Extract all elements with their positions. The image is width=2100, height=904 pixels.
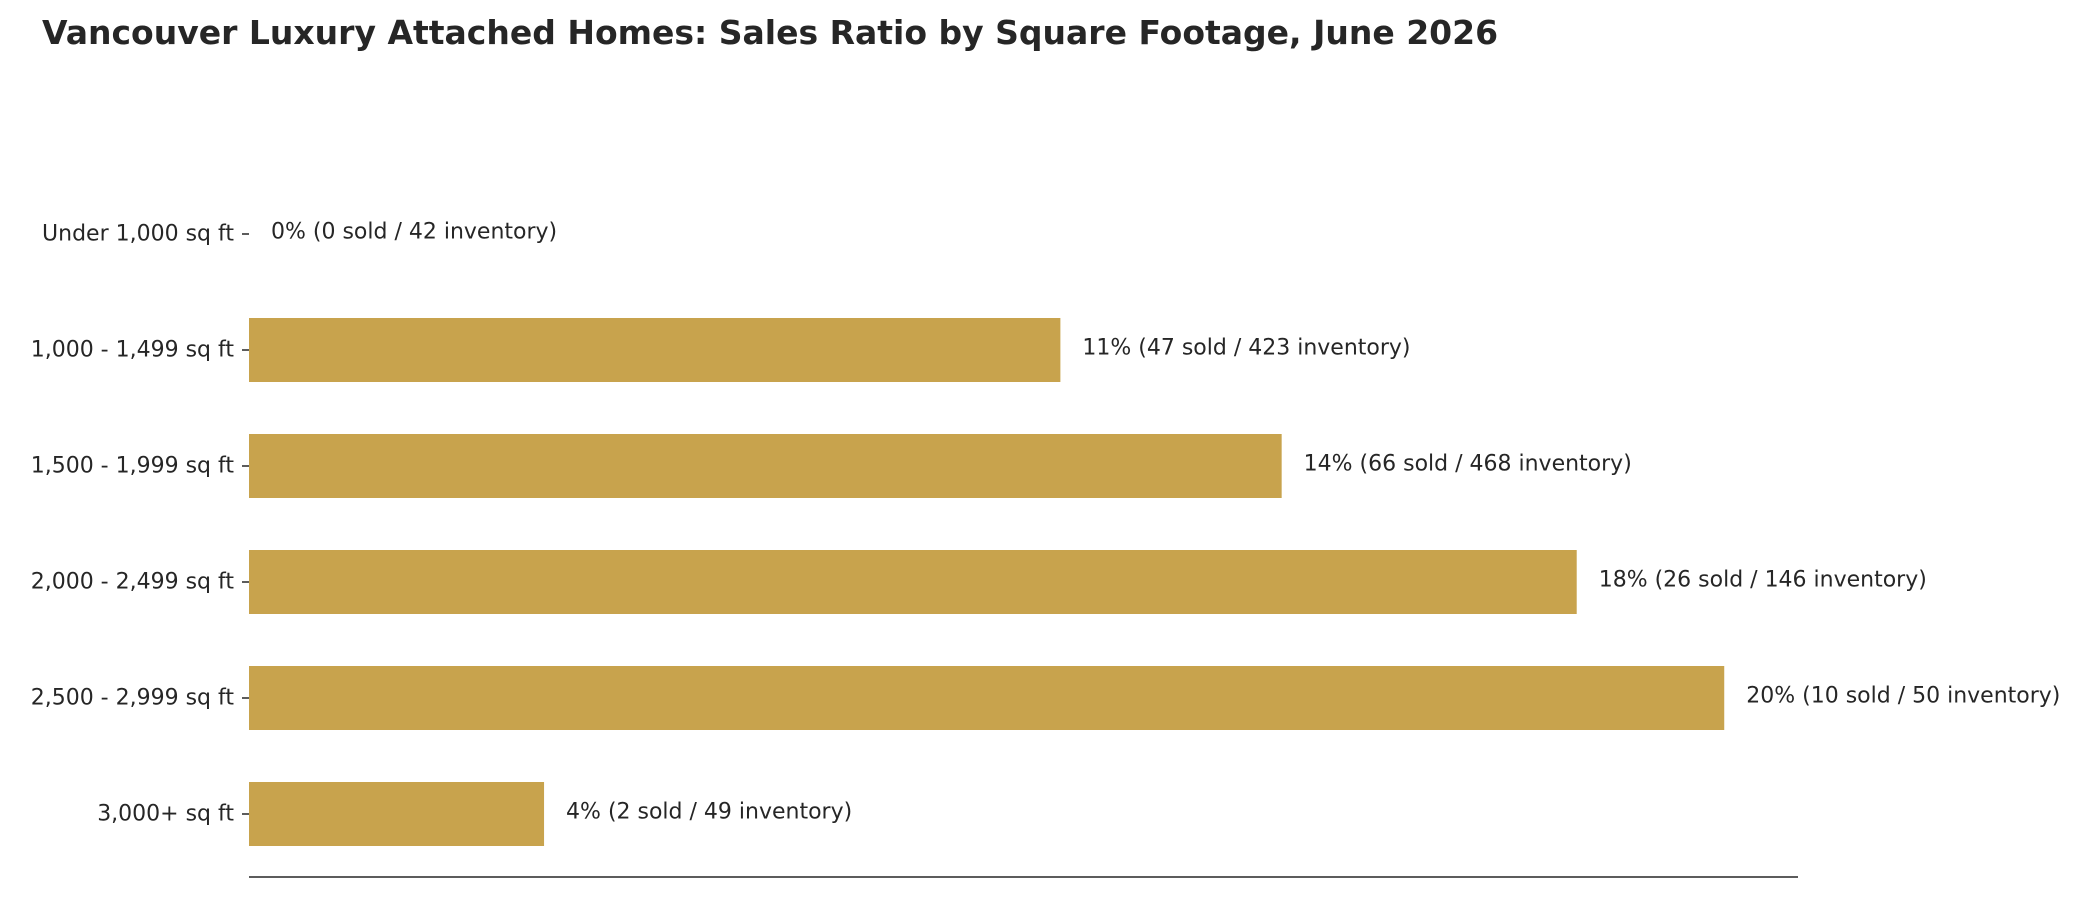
data-label-1-500-1-999-sq-ft: 14% (66 sold / 468 inventory) <box>1304 452 1632 477</box>
category-label-3-000-sq-ft: 3,000+ sq ft <box>97 802 234 827</box>
bar-1-000-1-499-sq-ft <box>249 318 1061 382</box>
category-label-1-500-1-999-sq-ft: 1,500 - 1,999 sq ft <box>31 454 235 479</box>
data-label-under-1-000-sq-ft: 0% (0 sold / 42 inventory) <box>271 220 557 245</box>
bar-2-500-2-999-sq-ft <box>249 666 1725 730</box>
category-label-2-000-2-499-sq-ft: 2,000 - 2,499 sq ft <box>31 570 235 595</box>
category-label-under-1-000-sq-ft: Under 1,000 sq ft <box>42 222 234 247</box>
data-label-3-000-sq-ft: 4% (2 sold / 49 inventory) <box>566 800 852 825</box>
data-label-2-000-2-499-sq-ft: 18% (26 sold / 146 inventory) <box>1599 568 1927 593</box>
category-label-1-000-1-499-sq-ft: 1,000 - 1,499 sq ft <box>31 338 235 363</box>
bar-2-000-2-499-sq-ft <box>249 550 1577 614</box>
bars-layer <box>249 318 1725 846</box>
category-label-2-500-2-999-sq-ft: 2,500 - 2,999 sq ft <box>31 686 235 711</box>
chart-title: Vancouver Luxury Attached Homes: Sales R… <box>42 13 1498 52</box>
bar-3-000-sq-ft <box>249 782 545 846</box>
labels-layer: Under 1,000 sq ft 0% (0 sold / 42 invento… <box>31 220 2061 827</box>
bar-1-500-1-999-sq-ft <box>249 434 1282 498</box>
data-label-2-500-2-999-sq-ft: 20% (10 sold / 50 inventory) <box>1746 684 2060 709</box>
data-label-1-000-1-499-sq-ft: 11% (47 sold / 423 inventory) <box>1082 336 1410 361</box>
